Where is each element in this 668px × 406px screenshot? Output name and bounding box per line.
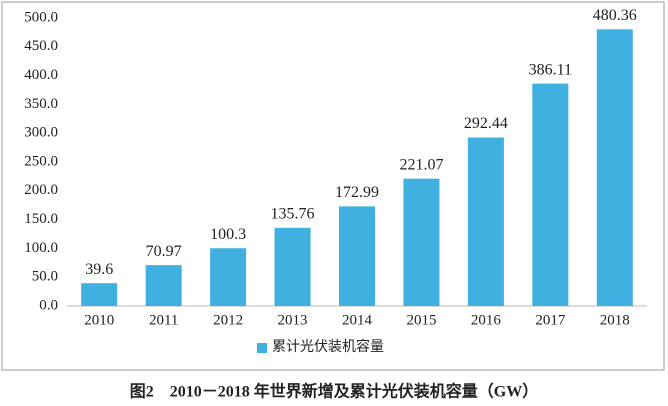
data-label: 292.44	[464, 115, 508, 132]
x-tick-label: 2011	[149, 312, 178, 328]
y-tick-label: 250.0	[24, 153, 58, 169]
x-tick-label: 2010	[84, 312, 114, 328]
data-label: 135.76	[271, 205, 315, 222]
y-tick-label: 100.0	[24, 240, 58, 256]
x-tick-label: 2013	[278, 312, 308, 328]
x-tick-label: 2014	[342, 312, 373, 328]
data-label: 70.97	[146, 243, 182, 260]
data-label: 221.07	[399, 156, 443, 173]
data-label: 386.11	[529, 61, 572, 78]
bar	[532, 83, 569, 306]
y-tick-label: 300.0	[24, 125, 58, 141]
bar	[596, 29, 633, 306]
bar	[403, 178, 440, 306]
bar	[274, 227, 311, 306]
y-tick-label: 500.0	[24, 9, 58, 25]
legend-label: 累计光伏装机容量	[272, 338, 384, 355]
y-tick-label: 350.0	[24, 96, 58, 112]
bar	[210, 248, 247, 306]
legend-swatch	[257, 343, 267, 353]
x-tick-label: 2015	[406, 312, 436, 328]
x-tick-label: 2018	[600, 312, 630, 328]
bar	[339, 206, 375, 306]
data-label: 39.6	[85, 261, 113, 278]
y-tick-label: 400.0	[24, 67, 58, 83]
data-label: 100.3	[210, 226, 246, 243]
x-tick-label: 2012	[213, 312, 243, 328]
y-tick-label: 50.0	[32, 269, 58, 285]
x-tick-label: 2016	[471, 312, 502, 328]
y-tick-label: 150.0	[24, 211, 58, 227]
bar	[145, 265, 182, 306]
bar	[467, 137, 504, 306]
y-tick-label: 0.0	[39, 297, 58, 313]
y-tick-label: 450.0	[24, 38, 58, 54]
chart-title: 图2 2010－2018 年世界新增及累计光伏装机容量（GW）	[130, 382, 538, 401]
data-label: 172.99	[335, 184, 379, 201]
bar	[81, 283, 118, 306]
y-tick-label: 200.0	[24, 182, 58, 198]
data-label: 480.36	[593, 7, 637, 24]
x-tick-label: 2017	[535, 312, 566, 328]
